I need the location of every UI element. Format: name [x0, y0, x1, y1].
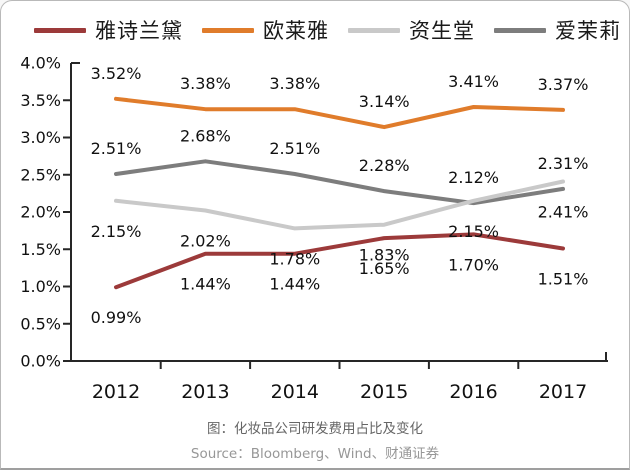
data-label-amorepacific-2015: 2.28% — [359, 156, 410, 175]
y-tick-label: 1.0% — [20, 277, 61, 296]
y-tick-label: 2.5% — [20, 165, 61, 184]
chart-source: Source：Bloomberg、Wind、财通证券 — [190, 446, 440, 462]
data-label-estee-lauder-2014: 1.44% — [269, 275, 320, 294]
series-line-estee-lauder — [114, 232, 565, 290]
data-label-estee-lauder-2013: 1.44% — [180, 275, 231, 294]
legend: 雅诗兰黛 欧莱雅 资生堂 爱茉莉 — [1, 1, 629, 46]
data-label-loreal-2012: 3.52% — [91, 64, 142, 83]
data-label-estee-lauder-2012: 0.99% — [91, 308, 142, 327]
data-label-estee-lauder-2016: 1.70% — [448, 255, 499, 274]
legend-label-shiseido: 资生堂 — [409, 19, 475, 43]
data-label-amorepacific-2016: 2.12% — [448, 168, 499, 187]
y-tick-label: 4.0% — [20, 54, 61, 73]
data-label-shiseido-2016: 2.15% — [448, 222, 499, 241]
data-label-amorepacific-2013: 2.68% — [180, 126, 231, 145]
y-tick-label: 1.5% — [20, 240, 61, 259]
x-tick-label: 2013 — [181, 381, 229, 403]
legend-line-swatch-shiseido — [348, 27, 400, 33]
legend-line-swatch-loreal — [202, 27, 254, 33]
data-label-amorepacific-2012: 2.51% — [91, 139, 142, 158]
data-label-loreal-2015: 3.14% — [359, 92, 410, 111]
y-tick-label: 0.5% — [20, 314, 61, 333]
data-label-loreal-2013: 3.38% — [180, 74, 231, 93]
series-line-shiseido — [114, 179, 565, 231]
y-tick-label: 0.0% — [20, 352, 61, 371]
legend-item-loreal: 欧莱雅 — [202, 15, 329, 45]
y-tick-label: 3.5% — [20, 91, 61, 110]
data-label-shiseido-2015: 1.83% — [359, 246, 410, 265]
y-tick-label: 2.0% — [20, 203, 61, 222]
data-label-amorepacific-2014: 2.51% — [269, 139, 320, 158]
legend-label-estee-lauder: 雅诗兰黛 — [95, 19, 183, 43]
legend-line-swatch-amorepacific — [494, 27, 546, 33]
data-label-loreal-2016: 3.41% — [448, 72, 499, 91]
data-label-amorepacific-2017: 2.31% — [538, 154, 589, 173]
legend-line-swatch-estee-lauder — [34, 27, 86, 33]
data-label-estee-lauder-2015: 1.65% — [359, 259, 410, 278]
legend-item-estee-lauder: 雅诗兰黛 — [34, 15, 183, 45]
line-chart: 0.0% 0.5% 1.0% 1.5% 2.0% 2.5% 3.0% 3.5% 4.0% 2012… — [20, 54, 608, 403]
x-tick-label: 2012 — [92, 381, 140, 403]
series-line-loreal — [114, 96, 565, 130]
data-label-shiseido-2014: 1.78% — [269, 249, 320, 268]
legend-label-amorepacific: 爱茉莉 — [555, 19, 621, 43]
data-label-loreal-2014: 3.38% — [269, 74, 320, 93]
data-label-loreal-2017: 3.37% — [538, 75, 589, 94]
data-label-estee-lauder-2017: 1.51% — [538, 270, 589, 289]
data-label-shiseido-2013: 2.02% — [180, 232, 231, 251]
legend-item-amorepacific: 爱茉莉 — [494, 15, 621, 45]
series-line-amorepacific — [114, 159, 565, 206]
x-tick-label: 2015 — [360, 381, 408, 403]
legend-label-loreal: 欧莱雅 — [263, 19, 329, 43]
x-tick-label: 2016 — [449, 381, 497, 403]
legend-item-shiseido: 资生堂 — [348, 15, 475, 45]
x-tick-label: 2014 — [271, 381, 319, 403]
chart-caption: 图：化妆品公司研发费用占比及变化 — [207, 421, 423, 437]
y-tick-label: 3.0% — [20, 128, 61, 147]
data-label-shiseido-2017: 2.41% — [538, 203, 589, 222]
data-label-shiseido-2012: 2.15% — [91, 222, 142, 241]
x-tick-label: 2017 — [539, 381, 587, 403]
